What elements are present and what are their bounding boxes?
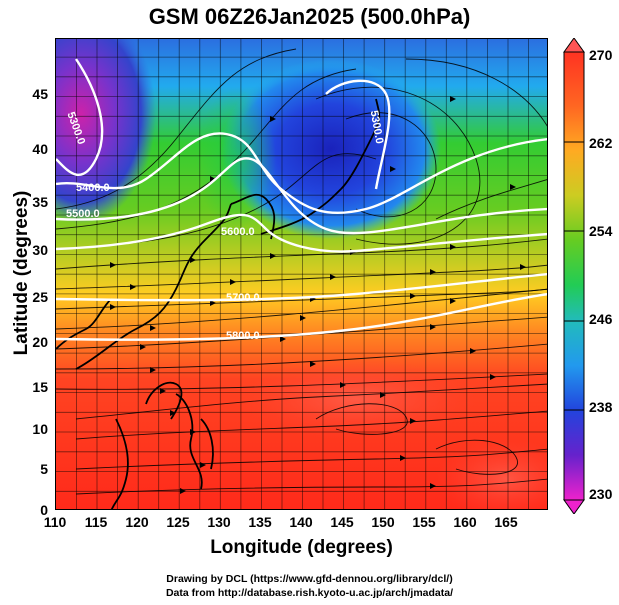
- contour-label: 5400.0: [76, 182, 110, 194]
- credit-line-data: Data from http://database.rish.kyoto-u.a…: [165, 587, 454, 599]
- x-tick-label: 130: [207, 514, 231, 530]
- colorbar-tick-label: 246: [589, 311, 613, 327]
- coastline: [56, 98, 381, 509]
- warm-region: [236, 359, 476, 439]
- y-tick-label: 0: [40, 502, 48, 518]
- credit-line-dcl: Drawing by DCL (https://www.gfd-dennou.o…: [166, 573, 453, 585]
- y-tick-label: 15: [32, 379, 48, 395]
- y-axis-label: Latitude (degrees): [11, 190, 32, 356]
- map-title: GSM 06Z26Jan2025 (500.0hPa): [148, 4, 471, 29]
- height-contours: [56, 58, 547, 341]
- y-tick-label: 40: [32, 141, 48, 157]
- colorbar-tick-label: 270: [589, 47, 613, 63]
- colorbar-min-triangle: [563, 499, 585, 514]
- x-tick-label: 145: [330, 514, 354, 530]
- contour-label: 5800.0: [226, 330, 260, 342]
- x-tick-label: 165: [494, 514, 518, 530]
- temperature-field-svg: 5400.0 5500.0 5600.0 5700.0 5800.0 5300.…: [56, 39, 547, 509]
- contour-labels: 5400.0 5500.0 5600.0 5700.0 5800.0 5300.…: [64, 110, 385, 342]
- x-axis-label: Longitude (degrees): [210, 537, 393, 558]
- cold-pool-northwest: [56, 39, 156, 224]
- x-tick-label: 115: [84, 514, 108, 530]
- x-tick-label: 155: [412, 514, 436, 530]
- x-tick-label: 110: [43, 514, 67, 530]
- colorbar-tick-label: 238: [589, 399, 613, 415]
- y-tick-label: 5: [40, 461, 48, 477]
- x-tick-label: 125: [166, 514, 190, 530]
- y-tick-label: 35: [32, 194, 48, 210]
- colorbar-ticks: [564, 141, 584, 411]
- contour-label: 5500.0: [66, 208, 100, 220]
- y-tick-label: 10: [32, 421, 48, 437]
- x-tick-label: 135: [248, 514, 272, 530]
- colorbar-gradient: [563, 51, 585, 501]
- colorbar-tick-label: 262: [589, 135, 613, 151]
- x-tick-label: 120: [125, 514, 149, 530]
- contour-label: 5600.0: [221, 226, 255, 238]
- contour-label: 5300.0: [368, 110, 386, 145]
- y-tick-label: 45: [32, 86, 48, 102]
- colorbar: [563, 38, 585, 514]
- colorbar-tick-label: 230: [589, 486, 613, 502]
- map-plot-area[interactable]: 5400.0 5500.0 5600.0 5700.0 5800.0 5300.…: [55, 38, 548, 510]
- y-tick-label: 20: [32, 334, 48, 350]
- x-tick-label: 150: [371, 514, 395, 530]
- colorbar-max-triangle: [563, 38, 585, 53]
- contour-label: 5700.0: [226, 292, 260, 304]
- y-tick-label: 30: [32, 242, 48, 258]
- y-tick-label: 25: [32, 289, 48, 305]
- cold-low-center: [221, 59, 441, 239]
- x-tick-label: 160: [453, 514, 477, 530]
- x-tick-label: 140: [289, 514, 313, 530]
- colorbar-tick-label: 254: [589, 223, 613, 239]
